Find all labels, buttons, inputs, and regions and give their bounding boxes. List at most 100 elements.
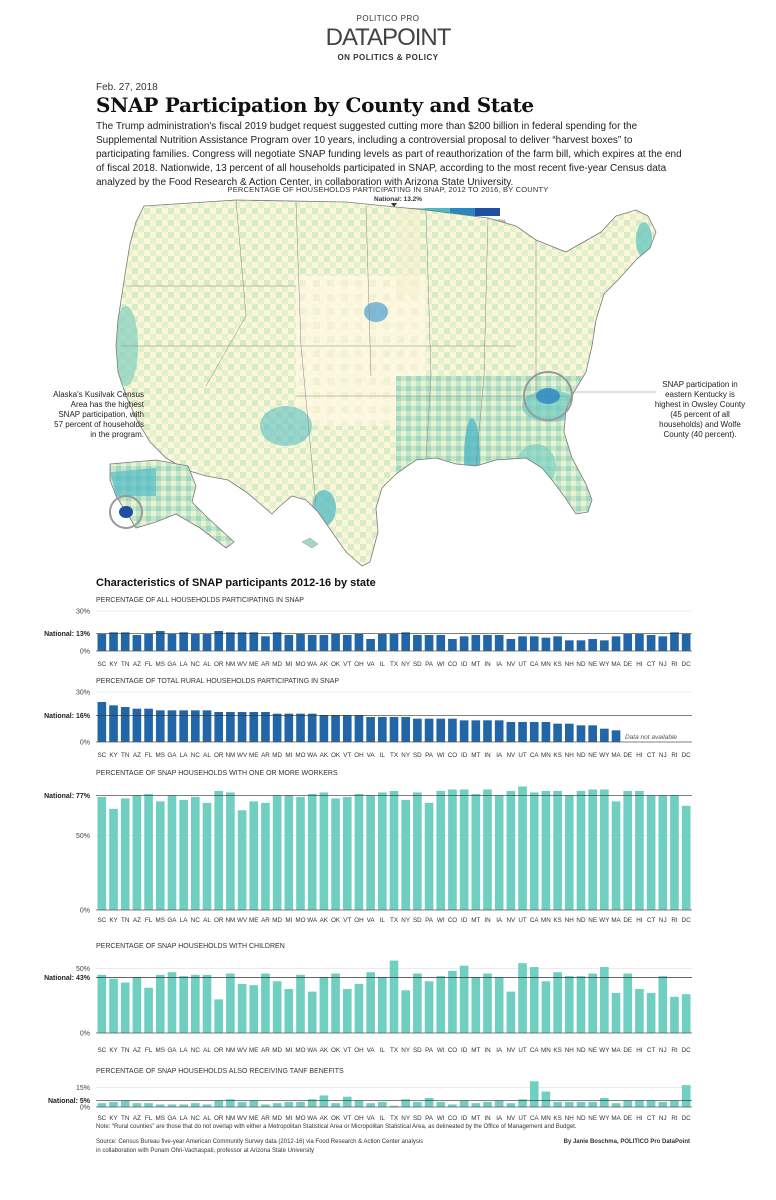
bar-mn xyxy=(541,1091,551,1107)
bar-mt xyxy=(471,793,481,910)
x-tick-label: MO xyxy=(295,752,305,759)
bar-mt xyxy=(471,720,481,742)
x-tick-label: OR xyxy=(214,752,224,759)
x-tick-label: CA xyxy=(530,1047,540,1054)
x-tick-label: MA xyxy=(611,752,621,759)
bar-wa xyxy=(307,1099,317,1107)
x-tick-label: AR xyxy=(261,752,270,759)
bar-ne xyxy=(588,725,597,742)
x-tick-label: NM xyxy=(225,917,235,924)
bar-in xyxy=(483,635,492,651)
source-line-2: in collaboration with Punam Ohri-Vachasp… xyxy=(96,1148,314,1154)
bar-ky xyxy=(109,978,118,1033)
x-tick-label: MN xyxy=(541,752,551,759)
bar-ia xyxy=(494,1100,504,1107)
bar-ok xyxy=(331,973,340,1033)
bar-ca xyxy=(529,1081,539,1107)
bar-id xyxy=(459,1100,469,1107)
bar-nv xyxy=(506,639,516,651)
y-tick-label: 0% xyxy=(80,1031,90,1038)
brand-politico-pro: POLITICO PRO xyxy=(356,14,420,23)
x-tick-label: WV xyxy=(237,1047,248,1054)
bar-wa xyxy=(307,991,317,1033)
bar-co xyxy=(448,1104,457,1107)
bar-ca xyxy=(529,636,539,651)
x-tick-label: UT xyxy=(518,1047,527,1054)
bar-dc xyxy=(681,994,691,1033)
x-tick-label: CO xyxy=(448,1047,458,1054)
x-tick-label: ME xyxy=(249,1115,258,1122)
bar-ms xyxy=(155,1104,165,1107)
bar-pa xyxy=(424,718,434,742)
bar-ri xyxy=(670,795,679,910)
bar-al xyxy=(202,802,212,910)
bar-la xyxy=(179,799,188,910)
x-tick-label: MT xyxy=(471,917,480,924)
x-tick-label: NJ xyxy=(659,1047,667,1054)
bar-wi xyxy=(436,976,446,1033)
x-tick-label: KY xyxy=(109,917,118,924)
x-tick-label: AK xyxy=(320,1047,329,1054)
x-tick-label: WY xyxy=(599,1047,610,1054)
x-tick-label: MN xyxy=(541,661,551,668)
y-tick-label: 50% xyxy=(76,966,90,973)
bar-ut xyxy=(518,963,527,1033)
bar-az xyxy=(132,1103,142,1107)
x-tick-label: MI xyxy=(285,661,292,668)
x-tick-label: CT xyxy=(647,917,656,924)
x-tick-label: WI xyxy=(437,661,445,668)
x-tick-label: IN xyxy=(484,752,491,759)
x-tick-label: IL xyxy=(380,1115,386,1122)
x-tick-label: NY xyxy=(401,661,411,668)
x-tick-label: MN xyxy=(541,1047,551,1054)
bar-mn xyxy=(541,637,551,651)
bar-hi xyxy=(635,1100,644,1107)
x-tick-label: MD xyxy=(272,752,282,759)
bar-ma xyxy=(611,636,621,651)
x-tick-label: MT xyxy=(471,1115,480,1122)
x-tick-label: ME xyxy=(249,752,258,759)
bar-ca xyxy=(529,967,539,1033)
x-tick-label: WI xyxy=(437,1047,445,1054)
bar-nh xyxy=(564,640,574,651)
x-tick-label: KS xyxy=(553,1047,561,1054)
map-national-marker xyxy=(391,203,397,207)
x-tick-label: VT xyxy=(343,1047,351,1054)
bar-or xyxy=(214,631,224,651)
bar-ok xyxy=(331,715,340,742)
x-tick-label: IN xyxy=(484,1115,491,1122)
bar-nv xyxy=(506,790,516,910)
x-tick-label: NY xyxy=(401,1047,411,1054)
x-tick-label: MS xyxy=(156,1047,165,1054)
x-tick-label: PA xyxy=(425,1115,434,1122)
bar-ny xyxy=(401,632,411,651)
y-tick-label: 0% xyxy=(80,1105,90,1112)
bar-ar xyxy=(261,973,270,1033)
x-tick-label: CA xyxy=(530,917,540,924)
bar-wy xyxy=(600,967,609,1033)
x-tick-label: DC xyxy=(682,661,692,668)
y-tick-label: 0% xyxy=(80,908,90,915)
chart-working-households: PERCENTAGE OF SNAP HOUSEHOLDS WITH ONE O… xyxy=(44,770,692,924)
x-tick-label: GA xyxy=(167,752,177,759)
bar-ar xyxy=(261,802,270,910)
x-tick-label: WA xyxy=(307,752,318,759)
bar-md xyxy=(272,713,282,742)
x-tick-label: IN xyxy=(484,1047,491,1054)
bar-sd xyxy=(413,1101,422,1107)
x-tick-label: IA xyxy=(496,917,503,924)
bar-pa xyxy=(424,635,434,651)
bar-ri xyxy=(670,632,679,651)
x-tick-label: MA xyxy=(611,1115,621,1122)
bar-ar xyxy=(261,712,270,742)
x-tick-label: ID xyxy=(461,752,468,759)
x-tick-label: RI xyxy=(671,661,678,668)
x-tick-label: AR xyxy=(261,1047,270,1054)
bar-ca xyxy=(529,792,539,910)
x-tick-label: VT xyxy=(343,661,351,668)
x-tick-label: KY xyxy=(109,1115,118,1122)
bar-oh xyxy=(354,715,364,742)
bar-me xyxy=(249,985,259,1033)
x-tick-label: NE xyxy=(588,752,597,759)
bar-tx xyxy=(389,790,399,910)
